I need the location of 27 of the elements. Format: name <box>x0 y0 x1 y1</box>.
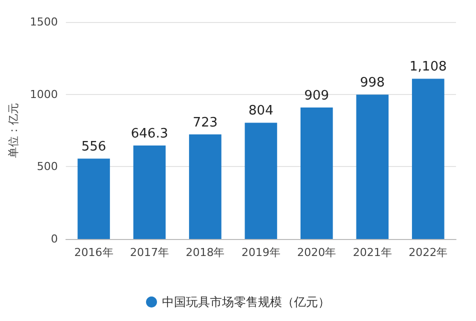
x-tick-label: 2020年 <box>297 246 336 259</box>
data-label: 723 <box>192 115 218 130</box>
legend-label: 中国玩具市场零售规模（亿元） <box>162 295 330 309</box>
bar <box>300 108 333 239</box>
bar <box>78 158 110 239</box>
y-tick-label: 500 <box>36 160 58 174</box>
y-axis-title: 单位：亿元 <box>7 103 20 158</box>
y-tick-label: 1500 <box>30 16 58 28</box>
bar <box>133 146 166 239</box>
data-label: 556 <box>81 140 106 155</box>
x-tick-label: 2019年 <box>241 246 280 259</box>
data-label: 646.3 <box>130 126 168 142</box>
x-tick-label: 2021年 <box>352 246 392 259</box>
data-label: 998 <box>360 76 385 91</box>
bar <box>244 122 278 239</box>
data-label: 909 <box>304 88 330 104</box>
y-tick-label: 1000 <box>30 88 58 101</box>
y-tick-label: 0 <box>50 232 58 246</box>
bar <box>412 78 444 239</box>
x-tick-label: 2018年 <box>186 246 225 259</box>
bar <box>356 94 389 239</box>
data-label: 1,108 <box>410 60 447 75</box>
data-label: 804 <box>248 104 274 119</box>
x-tick-label: 2016年 <box>74 246 114 259</box>
bar <box>189 134 222 239</box>
x-tick-label: 2017年 <box>130 246 169 259</box>
x-tick-label: 2022年 <box>408 246 448 259</box>
